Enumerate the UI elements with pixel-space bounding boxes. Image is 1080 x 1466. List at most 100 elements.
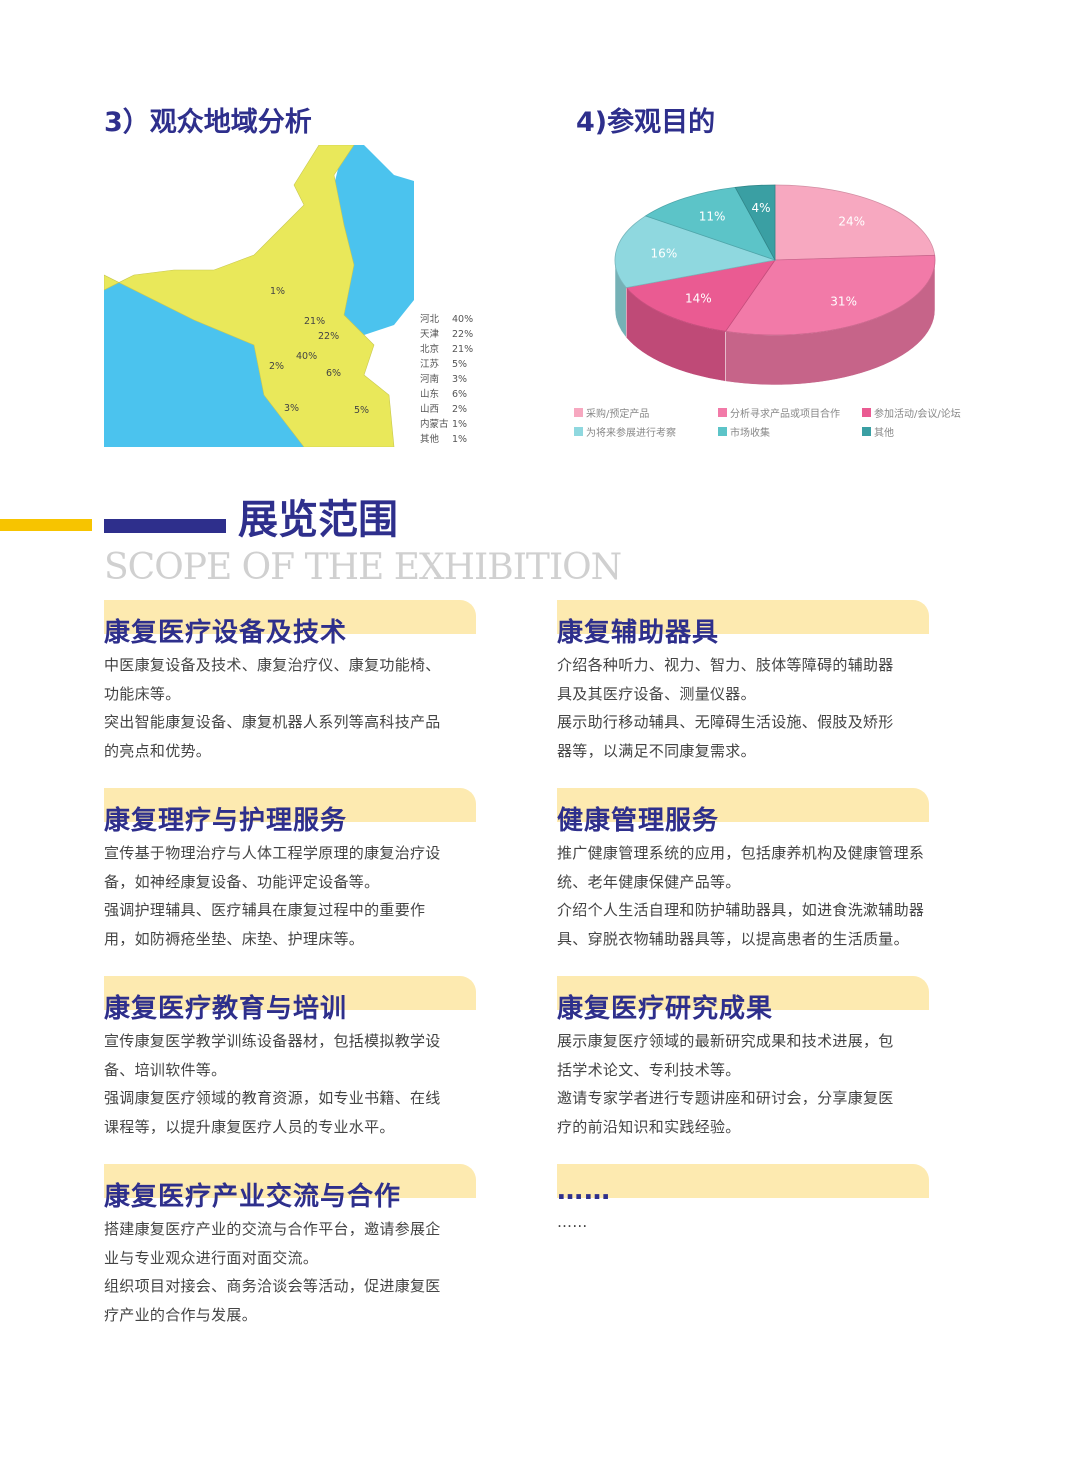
pie-data-label: 4%: [751, 201, 770, 215]
scope-card: 康复医疗教育与培训 宣传康复医学教学训练设备器材，包括模拟教学设 备、培训软件等。强…: [104, 976, 482, 1141]
pie-chart: 24% 31% 14% 16% 11% 4%: [614, 184, 936, 386]
card-text-line: 器等，以满足不同康复需求。: [557, 741, 756, 760]
section-subtitle: SCOPE OF THE EXHIBITION: [104, 547, 622, 588]
card-text-line: 用，如防褥疮坐垫、床垫、护理床等。: [104, 929, 365, 948]
accent-bar-navy: [104, 519, 226, 533]
pie-legend-item: 市场收集: [718, 424, 862, 439]
card-text-line: 宣传康复医学教学训练设备器材，包括模拟教学设: [104, 1032, 441, 1050]
map-legend-item: 山西 2%: [420, 402, 473, 417]
title-highlight: [557, 600, 929, 634]
legend-label: 其他: [874, 428, 894, 439]
legend-region: 河北: [420, 314, 440, 325]
pie-legend-item: 参加活动/会议/论坛: [862, 405, 994, 420]
card-text-line: 具及其医疗设备、测量仪器。: [557, 684, 756, 703]
card-title: 康复理疗与护理服务: [104, 806, 348, 836]
legend-swatch: [718, 427, 727, 436]
pie-legend-item: 分析寻求产品或项目合作: [718, 405, 862, 420]
title-highlight: [557, 976, 929, 1010]
map-legend-item: 内蒙古 1%: [420, 417, 473, 432]
scope-card: 康复医疗产业交流与合作 搭建康复医疗产业的交流与合作平台，邀请参展企 业与专业观众进…: [104, 1164, 482, 1329]
map-legend-item: 北京 21%: [420, 342, 473, 357]
pie-title: 4)参观目的: [576, 107, 716, 138]
card-text-line: 疗的前沿知识和实践经验。: [557, 1117, 741, 1136]
pie-slice: [724, 254, 936, 336]
legend-region: 江苏: [420, 359, 440, 370]
map-legend-item: 其他 1%: [420, 432, 473, 447]
pie-slice: [644, 186, 776, 261]
legend-value: 22%: [452, 329, 474, 340]
map-legend-item: 江苏 5%: [420, 357, 473, 372]
legend-swatch: [862, 427, 871, 436]
card-text-line: 介绍个人生活自理和防护辅助器具，如进食洗漱辅助器: [557, 901, 925, 919]
map-labels: 1% 21% 22% 40% 2% 6% 3% 5%: [104, 145, 414, 447]
map-region-highlight: [104, 145, 395, 447]
map-label: 6%: [326, 368, 342, 379]
card-text-line: 强调康复医疗领域的教育资源，如专业书籍、在线: [104, 1089, 441, 1107]
scope-card: …… ……: [557, 1164, 935, 1237]
legend-label: 市场收集: [730, 428, 770, 439]
map-legend-item: 河南 3%: [420, 372, 473, 387]
title-highlight: [557, 788, 929, 822]
card-title: 康复医疗教育与培训: [104, 994, 348, 1024]
card-text: 搭建康复医疗产业的交流与合作平台，邀请参展企 业与专业观众进行面对面交流。 组织项目…: [104, 1215, 482, 1329]
title-highlight: [104, 788, 476, 822]
title-highlight: [104, 600, 476, 634]
region-map: [104, 145, 414, 447]
scope-card: 康复理疗与护理服务 宣传基于物理治疗与人体工程学原理的康复治疗设 备，如神经康复设备…: [104, 788, 482, 953]
legend-swatch: [862, 408, 871, 417]
map-legend: 河北 40% 天津 22% 北京 21% 江苏 5% 河南 3% 山东 6% 山西 2% 内蒙古 1% 其他 1%: [420, 312, 473, 447]
card-title: 健康管理服务: [557, 806, 720, 836]
card-text: ……: [557, 1208, 935, 1237]
legend-value: 40%: [452, 314, 474, 325]
legend-swatch: [574, 408, 583, 417]
legend-region: 天津: [420, 329, 440, 340]
card-text-line: 搭建康复医疗产业的交流与合作平台，邀请参展企: [104, 1220, 441, 1238]
pie-data-label: 16%: [651, 246, 678, 260]
card-text-line: 介绍各种听力、视力、智力、肢体等障碍的辅助器: [557, 656, 894, 674]
pie-legend-item: 为将来参展进行考察: [574, 424, 718, 439]
section-title: 展览范围: [238, 497, 398, 543]
card-text-line: ……: [557, 1213, 588, 1231]
card-text-line: 功能床等。: [104, 684, 181, 703]
map-region-west: [104, 275, 304, 447]
pie-data-label: 14%: [685, 291, 712, 305]
legend-label: 采购/预定产品: [586, 409, 650, 420]
pie-slice: [734, 184, 776, 261]
card-text: 介绍各种听力、视力、智力、肢体等障碍的辅助器 具及其医疗设备、测量仪器。展示助行移…: [557, 651, 935, 765]
scope-card: 健康管理服务 推广健康管理系统的应用，包括康养机构及健康管理系 统、老年健康保健产品…: [557, 788, 935, 953]
card-text-line: 具、穿脱衣物辅助器具等，以提高患者的生活质量。: [557, 929, 909, 948]
card-text-line: 推广健康管理系统的应用，包括康养机构及健康管理系: [557, 844, 925, 862]
pie-slice: [774, 184, 936, 261]
card-text: 推广健康管理系统的应用，包括康养机构及健康管理系 统、老年健康保健产品等。 介绍个人…: [557, 839, 935, 953]
title-highlight: [104, 1164, 476, 1198]
title-highlight: [557, 1164, 929, 1198]
card-text-line: 展示助行移动辅具、无障碍生活设施、假肢及矫形: [557, 713, 894, 731]
pie-slice: [625, 259, 776, 332]
scope-card: 康复辅助器具 介绍各种听力、视力、智力、肢体等障碍的辅助器 具及其医疗设备、测量仪器…: [557, 600, 935, 765]
card-text-line: 课程等，以提升康复医疗人员的专业水平。: [104, 1117, 395, 1136]
card-title: 康复医疗设备及技术: [104, 618, 348, 648]
card-text-line: 强调护理辅具、医疗辅具在康复过程中的重要作: [104, 901, 426, 919]
title-highlight: [104, 976, 476, 1010]
pie-legend-item: 其他: [862, 424, 994, 439]
map-section-title: 3）观众地域分析: [104, 107, 312, 138]
card-text: 宣传基于物理治疗与人体工程学原理的康复治疗设 备，如神经康复设备、功能评定设备等。…: [104, 839, 482, 953]
card-text: 中医康复设备及技术、康复治疗仪、康复功能椅、 功能床等。 突出智能康复设备、康复机器…: [104, 651, 482, 765]
map-label: 3%: [284, 403, 300, 414]
card-text-line: 邀请专家学者进行专题讲座和研讨会，分享康复医: [557, 1089, 894, 1107]
legend-value: 5%: [452, 359, 468, 370]
legend-label: 分析寻求产品或项目合作: [730, 409, 840, 420]
legend-label: 参加活动/会议/论坛: [874, 409, 961, 420]
card-title: 康复医疗产业交流与合作: [104, 1182, 402, 1212]
card-title: ……: [557, 1176, 611, 1206]
card-title: 康复辅助器具: [557, 618, 720, 648]
map-label: 40%: [296, 351, 318, 362]
card-text-line: 备，如神经康复设备、功能评定设备等。: [104, 872, 380, 891]
map-label: 22%: [318, 331, 340, 342]
pie-slice: [614, 215, 777, 289]
map-legend-item: 山东 6%: [420, 387, 473, 402]
map-label: 1%: [270, 286, 286, 297]
pie-data-label: 24%: [838, 215, 865, 229]
scope-card: 康复医疗研究成果 展示康复医疗领域的最新研究成果和技术进展，包 括学术论文、专利技术…: [557, 976, 935, 1141]
legend-value: 3%: [452, 374, 468, 385]
